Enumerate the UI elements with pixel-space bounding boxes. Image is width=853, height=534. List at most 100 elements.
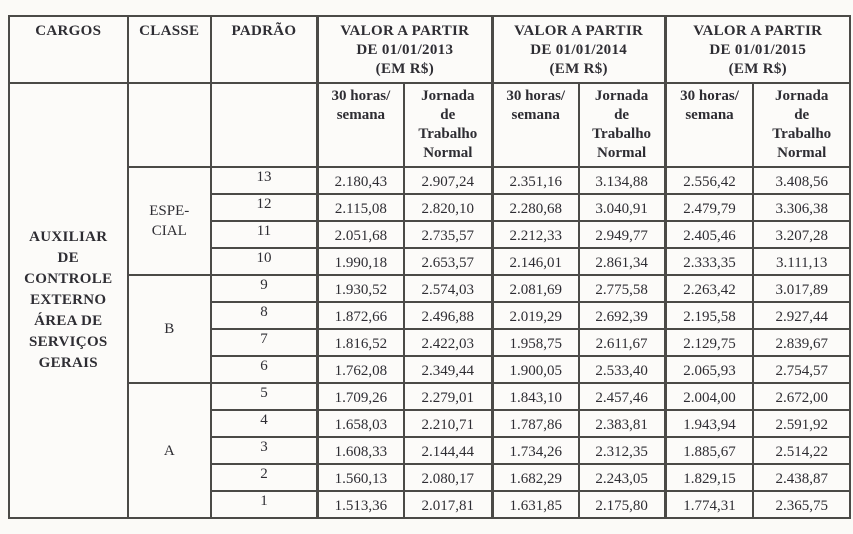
table-row: 11 2.051,68 2.735,57 2.212,33 2.949,77 2…	[9, 220, 851, 249]
value-cell: 3.111,13	[752, 247, 851, 276]
classe-cell-especial: ESPE- CIAL	[126, 166, 212, 276]
value-cell: 2.349,44	[402, 355, 494, 384]
header-valor-2014: VALOR A PARTIR DE 01/01/2014 (EM R$)	[490, 15, 667, 84]
header-valor-2013: VALOR A PARTIR DE 01/01/2013 (EM R$)	[315, 15, 494, 84]
table-row: 4 1.658,03 2.210,71 1.787,86 2.383,81 1.…	[9, 409, 851, 438]
value-cell: 1.872,66	[315, 301, 405, 330]
value-cell: 2.611,67	[577, 328, 667, 357]
value-cell: 2.212,33	[490, 220, 580, 249]
table-row: B 9 1.930,52 2.574,03 2.081,69 2.775,58 …	[9, 274, 851, 384]
padrao-cell: 2	[209, 463, 319, 492]
value-cell: 2.263,42	[663, 274, 755, 303]
value-cell: 2.438,87	[752, 463, 851, 492]
header-cargos: CARGOS	[8, 15, 129, 84]
subheader-30h-2013: 30 horas/ semana	[315, 82, 405, 168]
table-row: 1 1.513,36 2.017,81 1.631,85 2.175,80 1.…	[9, 490, 851, 519]
value-cell: 2.574,03	[402, 274, 494, 303]
value-cell: 2.754,57	[752, 355, 851, 384]
value-cell: 2.195,58	[663, 301, 755, 330]
table-row: 7 1.816,52 2.422,03 1.958,75 2.611,67 2.…	[9, 328, 851, 357]
padrao-cell: 3	[209, 436, 319, 465]
value-cell: 3.040,91	[577, 193, 667, 222]
value-cell: 2.080,17	[402, 463, 494, 492]
classe-cell-a: A	[126, 382, 212, 519]
value-cell: 2.927,44	[752, 301, 851, 330]
value-cell: 2.351,16	[490, 166, 580, 195]
value-cell: 2.735,57	[402, 220, 494, 249]
padrao-cell: 10	[209, 247, 319, 276]
table-row: A 5 1.709,26 2.279,01 1.843,10 2.457,46 …	[9, 382, 851, 519]
value-cell: 2.019,29	[490, 301, 580, 330]
value-cell: 2.591,92	[752, 409, 851, 438]
value-cell: 1.958,75	[490, 328, 580, 357]
value-cell: 1.843,10	[490, 382, 580, 411]
value-cell: 2.692,39	[577, 301, 667, 330]
value-cell: 2.496,88	[402, 301, 494, 330]
value-cell: 1.787,86	[490, 409, 580, 438]
classe-spacer-cell	[126, 82, 212, 168]
value-cell: 1.943,94	[663, 409, 755, 438]
value-cell: 2.146,01	[490, 247, 580, 276]
table-row: 3 1.608,33 2.144,44 1.734,26 2.312,35 1.…	[9, 436, 851, 465]
value-cell: 1.930,52	[315, 274, 405, 303]
value-cell: 2.820,10	[402, 193, 494, 222]
padrao-cell: 4	[209, 409, 319, 438]
subheader-30h-2014: 30 horas/ semana	[490, 82, 580, 168]
padrao-cell: 13	[209, 166, 319, 195]
value-cell: 2.210,71	[402, 409, 494, 438]
padrao-cell: 7	[209, 328, 319, 357]
value-cell: 1.682,29	[490, 463, 580, 492]
table-row: AUXILIAR DE CONTROLE EXTERNO ÁREA DE SER…	[8, 82, 851, 519]
value-cell: 2.065,93	[663, 355, 755, 384]
value-cell: 3.134,88	[577, 166, 667, 195]
value-cell: 2.907,24	[402, 166, 494, 195]
header-classe: CLASSE	[126, 15, 212, 84]
value-cell: 1.560,13	[315, 463, 405, 492]
classe-cell-b: B	[126, 274, 212, 384]
value-cell: 2.653,57	[402, 247, 494, 276]
value-cell: 2.280,68	[490, 193, 580, 222]
table-row: CARGOS CLASSE PADRÃO VALOR A PARTIR DE 0…	[8, 15, 851, 84]
padrao-cell: 9	[209, 274, 319, 303]
table-row: 8 1.872,66 2.496,88 2.019,29 2.692,39 2.…	[9, 301, 851, 330]
value-cell: 2.514,22	[752, 436, 851, 465]
value-cell: 1.774,31	[663, 490, 755, 519]
table-row: 6 1.762,08 2.349,44 1.900,05 2.533,40 2.…	[9, 355, 851, 384]
value-cell: 1.608,33	[315, 436, 405, 465]
value-cell: 3.408,56	[752, 166, 851, 195]
table-row: 10 1.990,18 2.653,57 2.146,01 2.861,34 2…	[9, 247, 851, 276]
cargo-title-cell: AUXILIAR DE CONTROLE EXTERNO ÁREA DE SER…	[8, 82, 129, 519]
value-cell: 2.115,08	[315, 193, 405, 222]
padrao-spacer-cell	[209, 82, 319, 168]
padrao-cell: 11	[209, 220, 319, 249]
table-row: 12 2.115,08 2.820,10 2.280,68 3.040,91 2…	[9, 193, 851, 222]
subheader-jornada-2013: Jornada de Trabalho Normal	[402, 82, 494, 168]
value-cell: 1.762,08	[315, 355, 405, 384]
padrao-cell: 1	[209, 490, 319, 519]
value-cell: 1.885,67	[663, 436, 755, 465]
value-cell: 2.405,46	[663, 220, 755, 249]
padrao-cell: 6	[209, 355, 319, 384]
value-cell: 3.306,38	[752, 193, 851, 222]
value-cell: 2.312,35	[577, 436, 667, 465]
subheader-jornada-2014: Jornada de Trabalho Normal	[577, 82, 667, 168]
value-cell: 2.533,40	[577, 355, 667, 384]
value-cell: 2.457,46	[577, 382, 667, 411]
value-cell: 1.658,03	[315, 409, 405, 438]
value-cell: 2.775,58	[577, 274, 667, 303]
value-cell: 2.556,42	[663, 166, 755, 195]
padrao-cell: 12	[209, 193, 319, 222]
padrao-cell: 8	[209, 301, 319, 330]
value-cell: 2.949,77	[577, 220, 667, 249]
value-cell: 2.279,01	[402, 382, 494, 411]
value-cell: 2.333,35	[663, 247, 755, 276]
value-cell: 2.422,03	[402, 328, 494, 357]
value-cell: 2.365,75	[752, 490, 851, 519]
value-cell: 2.144,44	[402, 436, 494, 465]
value-cell: 1.829,15	[663, 463, 755, 492]
padrao-cell: 5	[209, 382, 319, 411]
value-cell: 2.004,00	[663, 382, 755, 411]
subheader-jornada-2015: Jornada de Trabalho Normal	[752, 82, 851, 168]
value-cell: 1.990,18	[315, 247, 405, 276]
